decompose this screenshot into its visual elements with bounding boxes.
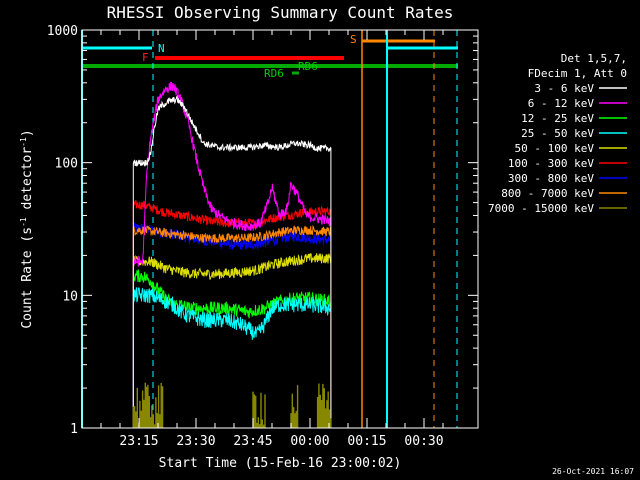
series-25-50kev-line [132,286,332,428]
legend-entry-label: 12 - 25 keV [521,112,594,125]
x-tick-label: 00:30 [404,434,443,449]
y-axis-label: Count Rate (s-1 detector-1) [19,129,35,328]
legend-header-1: Det 1,5,7, [561,52,627,65]
legend-entry-label: 6 - 12 keV [528,97,595,110]
y-tick-label: 1 [70,422,78,437]
x-axis-label: Start Time (15-Feb-16 23:00:02) [159,456,402,471]
y-tick-label: 1000 [47,24,78,39]
observing-flag-overlays: N F S RD6 RD6 [81,30,458,428]
series-50-100kev-line [132,253,332,428]
legend-entry-label: 100 - 300 keV [508,157,594,170]
x-tick-label: 23:30 [176,434,215,449]
legend-entry-label: 50 - 100 keV [515,142,595,155]
x-axis: 23:15 23:30 23:45 00:00 00:15 00:30 [100,30,444,449]
plot-frame [81,29,479,429]
legend: Det 1,5,7, FDecim 1, Att 0 3 - 6 keV 6 - … [488,52,627,215]
legend-entry-label: 25 - 50 keV [521,127,594,140]
series-7000-15000-kev [132,382,332,428]
legend-entry-label: 300 - 800 keV [508,172,594,185]
series-12-25kev-line [132,269,332,428]
legend-entry-label: 800 - 7000 keV [501,187,594,200]
rd-flag-label-b: RD6 [264,67,284,80]
rd-flag-label-a: RD6 [298,60,318,73]
legend-entry-label: 3 - 6 keV [534,82,594,95]
x-tick-label: 23:15 [119,434,158,449]
series-800-7000kev-line [132,224,332,428]
f-flag-label: F [142,51,149,64]
data-series [132,81,332,428]
legend-header-2: FDecim 1, Att 0 [528,67,627,80]
x-tick-label: 00:00 [290,434,329,449]
x-tick-label: 23:45 [233,434,272,449]
legend-entry-label: 7000 - 15000 keV [488,202,594,215]
chart-title: RHESSI Observing Summary Count Rates [107,3,454,22]
y-axis: 1 10 100 1000 [47,24,478,437]
timestamp: 26-Oct-2021 16:07 [552,467,634,476]
y-tick-label: 10 [62,289,78,304]
series-3-6kev-line [132,94,332,428]
y-tick-label: 100 [55,157,78,172]
series-6-12kev-line [132,81,332,428]
n-flag-label: N [158,42,165,55]
s-flag-label: S [350,33,357,46]
x-tick-label: 00:15 [347,434,386,449]
series-7000-15000-kev-spikes [132,382,332,428]
